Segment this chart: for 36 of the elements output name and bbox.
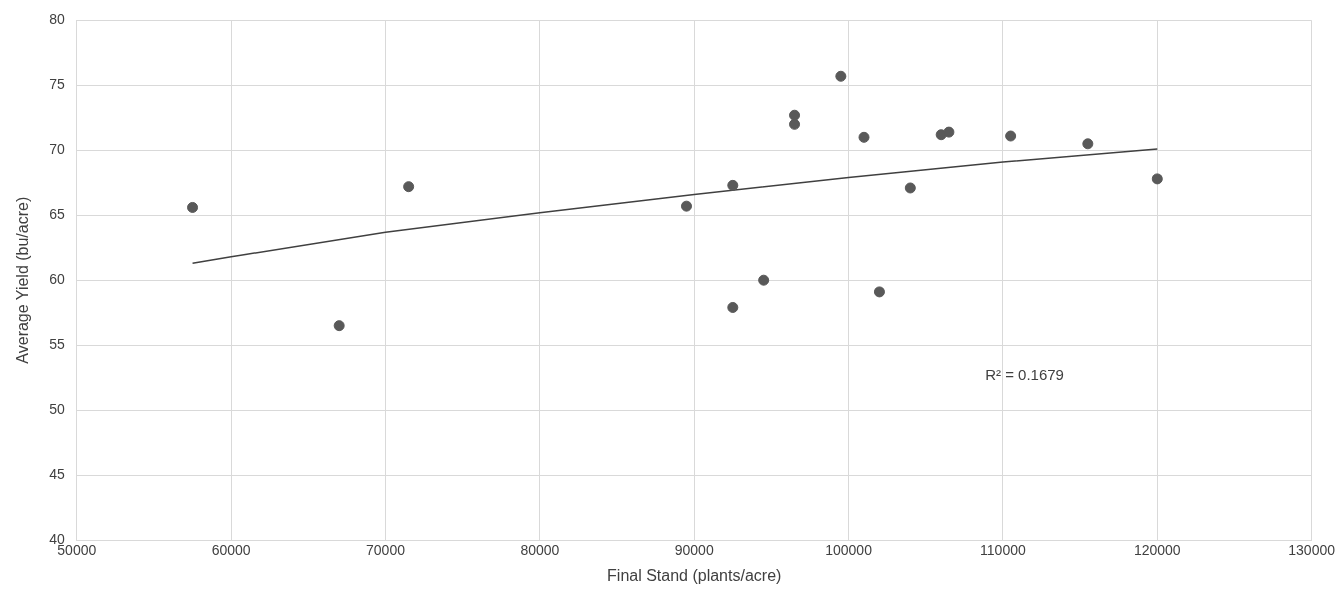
point [789,118,801,130]
point [727,179,739,191]
x-tick-label: 80000 [520,542,560,559]
point [727,301,739,313]
point [858,131,870,143]
y-tick-label: 55 [49,336,65,353]
point [789,109,801,121]
x-tick-label: 130000 [1288,542,1336,559]
x-tick-label: 60000 [211,542,251,559]
y-axis-title: Average Yield (bu/acre) [14,196,32,364]
y-tick-label: 65 [49,206,65,223]
point [758,274,770,286]
point [1082,138,1094,150]
point [187,201,199,213]
x-tick-label: 70000 [366,542,406,559]
point [680,200,692,212]
point [333,320,345,332]
x-tick-label: 100000 [825,542,873,559]
point [1005,130,1017,142]
y-tick-label: 80 [49,11,65,28]
point [904,182,916,194]
point [873,286,885,298]
x-tick-label: 110000 [980,542,1026,559]
annotation: R² = 0.1679 [985,366,1064,384]
x-axis-title: Final Stand (plants/acre) [607,566,782,584]
y-tick-label: 45 [49,465,65,482]
point [1151,173,1163,185]
x-tick-label: 120000 [1133,542,1181,559]
y-tick-label: 50 [49,400,65,417]
point [835,70,847,82]
point [943,126,955,138]
y-tick-label: 60 [49,271,65,288]
point [403,181,415,193]
y-tick-label: 70 [49,141,65,158]
x-tick-label: 90000 [674,542,714,559]
y-tick-label: 75 [49,76,65,93]
